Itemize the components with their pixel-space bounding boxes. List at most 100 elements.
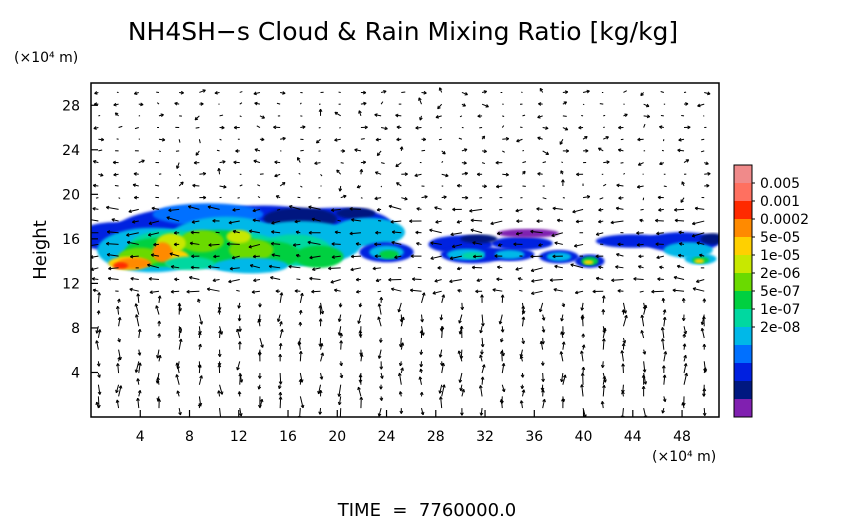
wind-arrow-head xyxy=(621,363,625,367)
wind-arrow xyxy=(672,289,685,292)
wind-arrow-head xyxy=(501,352,505,357)
wind-arrow-head xyxy=(419,117,423,121)
colorbar-label: 5e-05 xyxy=(760,230,800,246)
wind-arrow-head xyxy=(481,323,485,327)
wind-arrow-head xyxy=(362,90,367,95)
wind-arrow-head xyxy=(463,148,468,152)
wind-arrow xyxy=(421,292,425,304)
wind-arrow xyxy=(186,290,200,293)
wind-arrow-head xyxy=(359,168,364,173)
wind-arrow xyxy=(277,208,281,211)
wind-arrow xyxy=(596,232,604,236)
wind-arrow-head xyxy=(479,329,483,334)
wind-arrow-head xyxy=(100,173,104,177)
wind-arrow-head xyxy=(131,219,136,224)
wind-arrow xyxy=(219,408,222,417)
wind-arrow-head xyxy=(330,279,334,284)
wind-arrow xyxy=(421,149,426,152)
wind-arrow xyxy=(128,208,139,213)
wind-arrow xyxy=(279,292,283,303)
wind-arrow-head xyxy=(400,367,404,371)
wind-arrow-head xyxy=(128,209,132,214)
wind-arrow-head xyxy=(435,220,439,224)
wind-arrow-head xyxy=(217,362,222,367)
wind-arrow xyxy=(501,350,503,362)
wind-arrow xyxy=(516,232,523,235)
wind-arrow-head xyxy=(470,218,474,223)
wind-arrow xyxy=(421,314,423,323)
wind-arrow-head xyxy=(175,374,179,378)
wind-arrow xyxy=(293,243,301,246)
wind-arrow-head xyxy=(580,384,584,388)
wind-arrow-head xyxy=(615,206,620,211)
wind-arrow xyxy=(515,267,523,271)
wind-arrow-head xyxy=(424,195,428,199)
wind-arrow-head xyxy=(374,171,379,175)
wind-arrow xyxy=(271,231,281,234)
wind-arrow-head xyxy=(96,363,101,367)
wind-arrow xyxy=(212,279,220,282)
wind-arrow-head xyxy=(478,385,483,389)
wind-arrow-head xyxy=(464,171,469,176)
wind-arrow-head xyxy=(560,378,564,383)
wind-arrow-head xyxy=(87,244,90,247)
wind-arrow-head xyxy=(662,316,667,321)
wind-arrow-head xyxy=(683,330,688,335)
wind-arrow xyxy=(459,372,463,383)
wind-arrow xyxy=(519,289,523,292)
wind-arrow-head xyxy=(111,218,115,222)
wind-arrow xyxy=(616,253,624,257)
wind-arrow xyxy=(189,276,200,280)
wind-arrow-head xyxy=(678,230,682,235)
wind-arrow-head xyxy=(699,253,703,258)
x-tick-label: 28 xyxy=(427,429,445,445)
wind-arrow xyxy=(674,219,685,222)
wind-arrow-head xyxy=(328,266,332,271)
wind-arrow xyxy=(380,101,384,105)
wind-arrow xyxy=(151,207,160,210)
wind-arrow-head xyxy=(640,92,644,97)
wind-arrow-head xyxy=(115,399,120,403)
wind-arrow-head xyxy=(302,125,306,129)
wind-arrow-head xyxy=(338,188,343,192)
colorbar-label: 2e-08 xyxy=(760,320,800,336)
wind-arrow-head xyxy=(384,126,388,131)
wind-arrow xyxy=(111,218,119,222)
wind-arrow-head xyxy=(678,242,683,246)
wind-arrow xyxy=(178,338,182,350)
wind-arrow xyxy=(168,208,180,211)
wind-arrow-head xyxy=(483,90,488,94)
wind-arrow-head xyxy=(636,243,640,247)
wind-arrow-head xyxy=(396,125,400,130)
wind-arrow xyxy=(449,255,462,260)
wind-arrow-head xyxy=(278,381,283,385)
wind-arrow xyxy=(521,316,525,327)
wind-arrow-head xyxy=(495,184,500,189)
wind-arrow-head xyxy=(231,255,236,260)
wind-arrow-head xyxy=(559,351,564,355)
wind-arrow-head xyxy=(460,306,465,311)
wind-arrow xyxy=(97,384,101,395)
wind-arrow-head xyxy=(257,375,262,379)
wind-arrow-head xyxy=(222,160,226,164)
wind-arrow-head xyxy=(573,243,578,248)
wind-arrow-head xyxy=(472,254,477,259)
wind-arrow-head xyxy=(598,265,602,270)
wind-arrow xyxy=(701,138,705,141)
wind-arrow-head xyxy=(586,195,591,199)
wind-arrow xyxy=(641,330,645,339)
wind-arrow-head xyxy=(232,229,237,234)
wind-arrow-head xyxy=(292,243,297,247)
wind-arrow-head xyxy=(254,101,258,106)
wind-arrow xyxy=(582,195,590,199)
wind-arrow xyxy=(661,149,664,152)
wind-arrow xyxy=(374,197,382,200)
x-tick-label: 40 xyxy=(575,429,593,445)
wind-arrow xyxy=(459,326,463,335)
wind-arrow xyxy=(581,302,584,311)
wind-arrow-head xyxy=(685,159,690,163)
wind-arrow xyxy=(300,185,303,188)
wind-arrow-head xyxy=(271,253,275,257)
wind-arrow-head xyxy=(638,254,642,259)
